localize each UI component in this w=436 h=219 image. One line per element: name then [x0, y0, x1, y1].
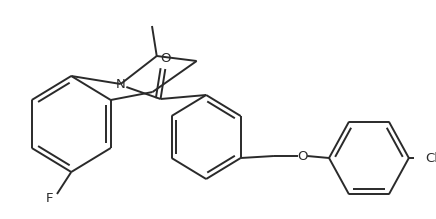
Text: O: O [297, 150, 308, 162]
Text: Cl: Cl [425, 152, 436, 164]
Text: N: N [116, 78, 126, 90]
Text: O: O [160, 53, 170, 65]
Text: F: F [46, 191, 53, 205]
